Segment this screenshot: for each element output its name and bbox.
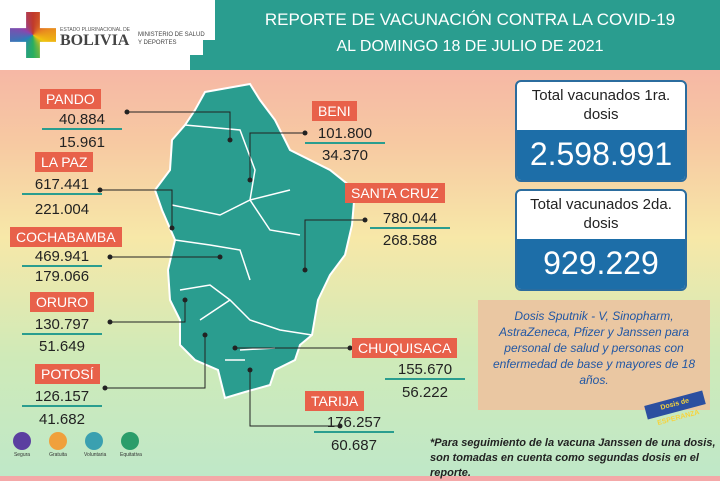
chuquisaca-second-dose: 56.222 [402, 384, 448, 401]
beni-first-dose: 101.800 [305, 125, 385, 144]
icon-label: Gratuita [49, 452, 67, 458]
tarija-second-dose: 60.687 [331, 437, 377, 454]
dept-label-potosi: POTOSÍ [35, 364, 100, 384]
voluntaria-icon: Voluntaria [84, 432, 107, 458]
dept-label-la-paz: LA PAZ [35, 152, 94, 172]
oruro-first-dose: 130.797 [22, 316, 102, 335]
icon-label: Voluntaria [84, 452, 107, 458]
footnote-line-2: son tomadas en cuenta como segundas dosi… [430, 452, 699, 479]
icon-label: Segura [13, 452, 31, 458]
logo-country: BOLIVIA [60, 32, 130, 49]
ministry-name: MINISTERIO DE SALUD Y DEPORTES [138, 32, 205, 46]
chuquisaca-first-dose: 155.670 [385, 361, 465, 380]
gratuita-icon: Gratuita [48, 432, 68, 458]
dept-label-cochabamba: COCHABAMBA [10, 227, 122, 247]
total-second-dose-card: Total vacunados 2da. dosis 929.229 [515, 189, 687, 291]
equitativa-icon: Equitativa [120, 432, 142, 458]
dept-label-oruro: ORURO [30, 292, 95, 312]
report-title: REPORTE DE VACUNACIÓN CONTRA LA COVID-19 [264, 10, 676, 29]
vaccine-info-box: Dosis Sputnik - V, Sinopharm, AstraZenec… [478, 300, 710, 410]
tarija-first-dose: 176.257 [314, 414, 394, 433]
connector-lines [100, 111, 365, 427]
dept-label-beni: BENI [312, 101, 357, 121]
banner-step [190, 55, 203, 70]
dept-label-pando: PANDO [40, 89, 101, 109]
total-first-dose-label: Total vacunados 1ra. dosis [531, 87, 671, 123]
pando-first-dose: 40.884 [42, 111, 122, 130]
report-date: AL DOMINGO 18 DE JULIO DE 2021 [336, 38, 604, 55]
dept-label-chuquisaca: CHUQUISACA [352, 338, 458, 358]
potosi-first-dose: 126.157 [22, 388, 102, 407]
principles-icons: Segura Gratuita Voluntaria Equitativa [12, 432, 142, 458]
dept-borders [171, 124, 313, 361]
title-banner [215, 0, 720, 70]
total-first-dose-value: 2.598.991 [517, 130, 685, 180]
santa-cruz-first-dose: 780.044 [370, 210, 450, 229]
beni-second-dose: 34.370 [322, 147, 368, 164]
total-second-dose-label: Total vacunados 2da. dosis [530, 196, 672, 232]
segura-icon: Segura [12, 432, 32, 458]
dept-label-santa-cruz: SANTA CRUZ [345, 183, 445, 203]
map-shape [153, 82, 357, 400]
santa-cruz-second-dose: 268.588 [382, 232, 438, 249]
pando-second-dose: 15.961 [59, 134, 105, 151]
banner-step [203, 40, 215, 70]
potosi-second-dose: 41.682 [39, 411, 85, 428]
footnote: *Para seguimiento de la vacuna Janssen d… [430, 436, 720, 481]
logo-estado: ESTADO PLURINACIONAL DE [60, 27, 131, 33]
la-paz-second-dose: 221.004 [34, 201, 90, 218]
total-second-dose-value: 929.229 [517, 239, 685, 289]
icon-label: Equitativa [120, 452, 142, 458]
cochabamba-first-dose: 469.941 [22, 248, 102, 267]
oruro-second-dose: 51.649 [39, 338, 85, 355]
total-first-dose-card: Total vacunados 1ra. dosis 2.598.991 [515, 80, 687, 182]
dept-label-tarija: TARIJA [305, 391, 365, 411]
cochabamba-second-dose: 179.066 [34, 268, 90, 285]
footnote-line-1: *Para seguimiento de la vacuna Janssen d… [430, 437, 716, 449]
la-paz-first-dose: 617.441 [22, 176, 102, 195]
connector-dots [97, 109, 368, 429]
